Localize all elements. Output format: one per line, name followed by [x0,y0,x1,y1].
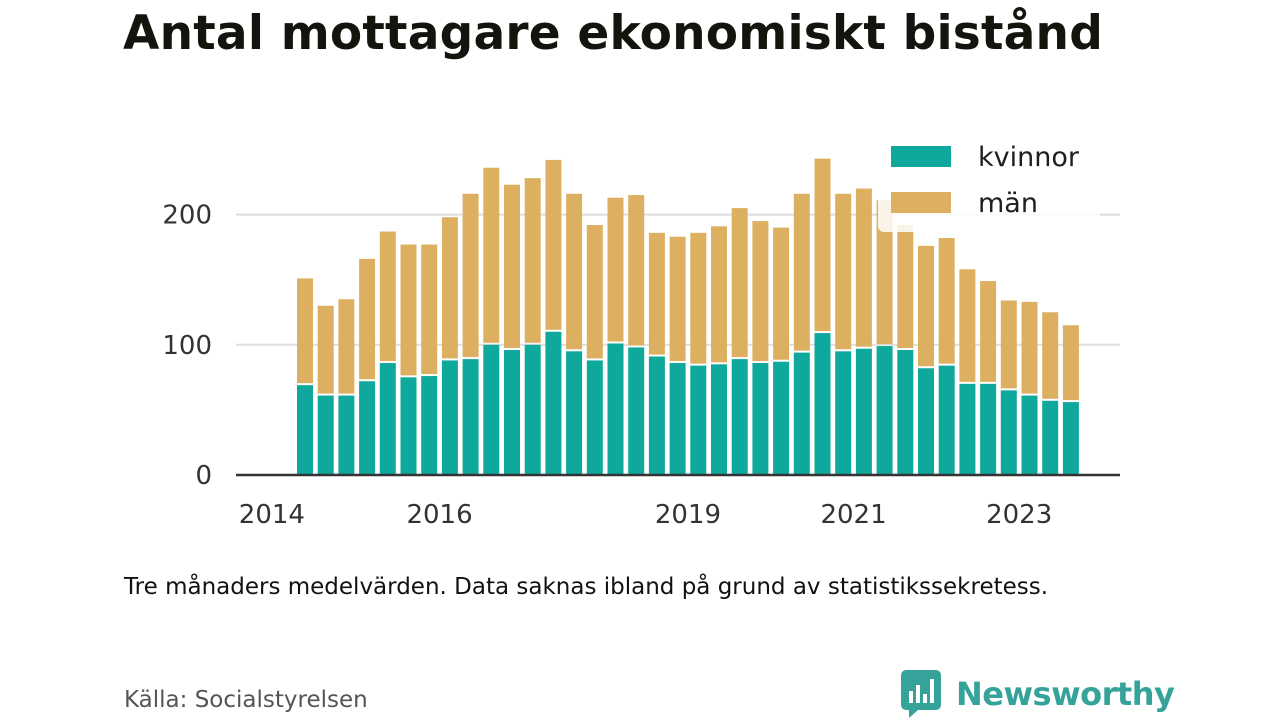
bar-man [731,208,748,358]
bar-man [855,188,872,347]
bar-kvinnor [669,363,686,475]
bar-man [690,232,707,364]
x-tick-label: 2023 [986,500,1052,530]
source-label: Källa: Socialstyrelsen [124,687,368,713]
bar-kvinnor [711,364,727,475]
bar-kvinnor [1062,402,1079,475]
bar-man [793,193,810,351]
bar-kvinnor [835,351,852,475]
legend-swatch-man [891,192,951,213]
y-tick-label: 100 [162,331,212,361]
bar-kvinnor [1000,390,1017,475]
bar-man [752,221,769,362]
bar-kvinnor [918,368,934,475]
bar-kvinnor [483,344,500,475]
bar-man [400,244,417,376]
brand-name: Newsworthy [956,675,1175,713]
legend-label: kvinnor [978,142,1080,173]
bar-man [835,193,852,350]
bar-man [524,178,541,343]
bar-kvinnor [566,351,583,475]
bar-man [897,225,914,349]
bar-kvinnor [586,360,603,475]
bar-kvinnor [814,333,831,475]
bar-kvinnor [297,385,313,475]
bar-kvinnor [690,365,707,475]
y-tick-label: 200 [162,201,212,231]
legend-swatch-kvinnor [891,146,951,167]
bar-man [814,158,831,332]
bar-kvinnor [1021,395,1038,475]
bar-kvinnor [462,359,479,475]
legend-label: män [978,188,1038,219]
bar-kvinnor [421,376,438,475]
bar-man [545,159,562,330]
bar-man [1000,300,1017,389]
bar-kvinnor [980,383,997,475]
bar-man [462,193,479,358]
bar-kvinnor [938,365,955,475]
bars [297,158,1079,475]
bar-kvinnor [379,363,396,475]
bar-man [938,238,955,364]
bar-man [628,195,645,346]
bar-man [421,244,438,375]
bar-man [607,197,624,342]
bar-man [441,217,458,359]
bar-kvinnor [793,352,810,475]
bar-kvinnor [855,348,872,475]
bar-man [338,299,355,394]
bar-man [980,281,997,382]
bar-kvinnor [338,395,355,475]
bar-man [876,200,893,345]
bar-man [297,278,313,384]
y-tick-label: 0 [195,461,212,491]
x-tick-label: 2014 [239,500,305,530]
bar-kvinnor [752,363,769,475]
bar-kvinnor [876,346,893,475]
bar-man [586,225,603,359]
bar-man [648,232,665,355]
x-tick-label: 2016 [406,500,472,530]
bar-man [711,226,727,363]
bar-man [504,184,520,349]
chart-title: Antal mottagare ekonomiskt bistånd [123,6,1104,61]
bar-kvinnor [1042,400,1059,475]
bar-kvinnor [628,347,645,475]
bar-man [773,227,790,360]
bar-kvinnor [441,360,458,475]
chart-note: Tre månaders medelvärden. Data saknas ib… [124,574,1049,600]
bar-man [1042,312,1059,399]
x-tick-label: 2019 [655,500,721,530]
bar-kvinnor [317,395,334,475]
bar-man [379,231,396,362]
legend: kvinnor män [878,130,1100,232]
x-tick-label: 2021 [820,500,886,530]
stacked-bar-chart: 0 100 200 2014 2016 2019 2021 2023 kvinnor män [162,130,1120,530]
bar-kvinnor [504,350,520,475]
bar-kvinnor [607,343,624,475]
bar-man [317,305,334,394]
bar-man [483,167,500,343]
bar-kvinnor [524,344,541,475]
bar-kvinnor [731,359,748,475]
bar-kvinnor [400,377,417,475]
bar-kvinnor [773,361,790,475]
brand-logo[interactable]: Newsworthy [900,669,1175,719]
bar-man [566,193,583,350]
axes: 0 100 200 2014 2016 2019 2021 2023 [162,201,1120,530]
bar-man [959,269,976,382]
bar-man [359,258,376,380]
bar-kvinnor [897,350,914,475]
bar-kvinnor [959,383,976,475]
bar-kvinnor [359,381,376,475]
bar-kvinnor [545,331,562,475]
bar-kvinnor [648,356,665,475]
bar-man [1062,325,1079,401]
newsworthy-logo-icon [901,670,941,718]
bar-man [1021,301,1038,394]
bar-man [669,236,686,362]
bar-man [918,245,934,367]
